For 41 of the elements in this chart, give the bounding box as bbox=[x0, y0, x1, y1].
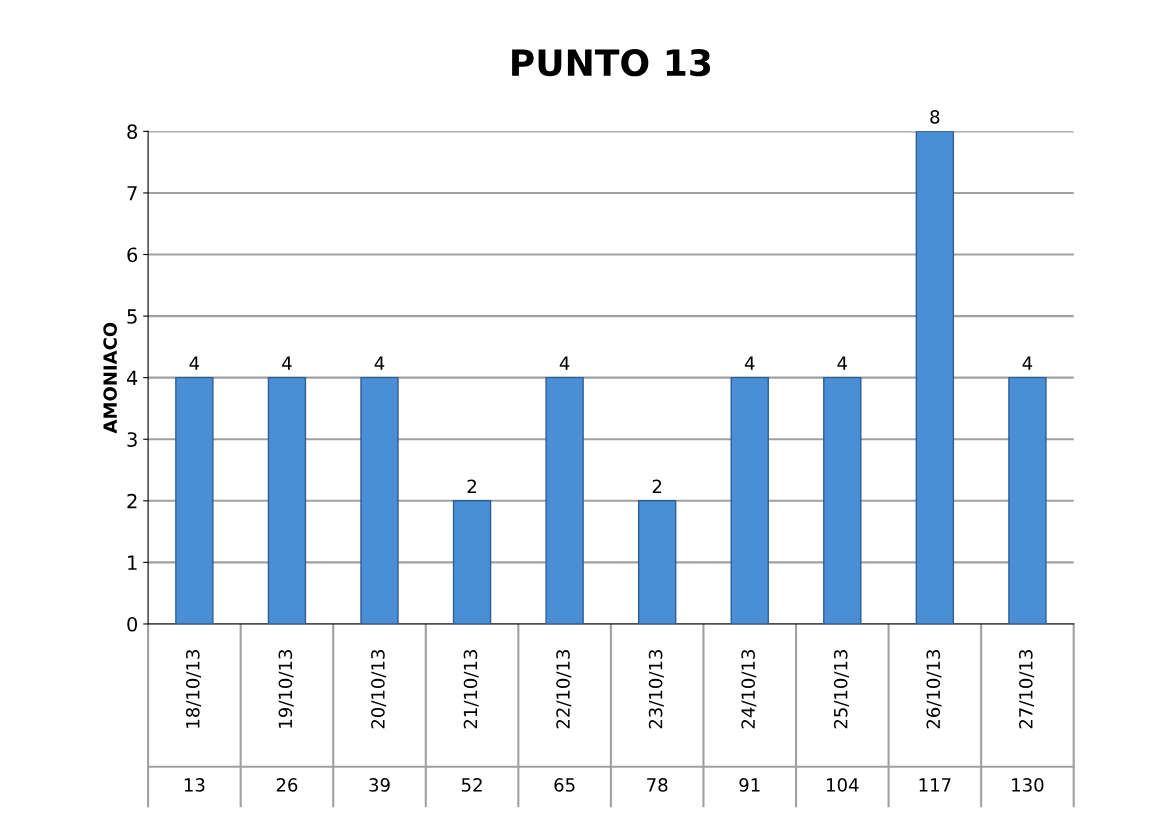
category-label: 21/10/13 52 bbox=[461, 650, 482, 792]
data-label: 4 bbox=[1022, 356, 1033, 370]
category-label: 25/10/13 104 bbox=[827, 650, 859, 792]
y-tick-label: 3 bbox=[127, 432, 137, 447]
bar bbox=[267, 376, 307, 624]
y-tick-label: 6 bbox=[127, 247, 138, 263]
bar bbox=[545, 376, 584, 624]
bar bbox=[637, 500, 677, 624]
category-label: 22/10/13 65 bbox=[554, 650, 575, 792]
bar bbox=[823, 376, 862, 624]
category-label: 27/10/13 130 bbox=[1012, 650, 1044, 792]
y-tick-label: 1 bbox=[128, 555, 137, 570]
data-label: 8 bbox=[930, 110, 940, 124]
y-tick-label: 5 bbox=[127, 309, 137, 324]
y-axis-title: AMONIACO bbox=[103, 322, 117, 434]
chart-title: PUNTO 13 bbox=[512, 49, 711, 77]
y-tick-label: 0 bbox=[127, 616, 138, 632]
category-label: 18/10/13 13 bbox=[184, 650, 205, 792]
bar bbox=[1008, 376, 1047, 624]
data-label: 2 bbox=[652, 479, 662, 493]
category-label: 26/10/13 117 bbox=[919, 650, 951, 792]
bar bbox=[730, 376, 769, 624]
data-label: 4 bbox=[837, 356, 848, 370]
y-tick-label: 8 bbox=[127, 124, 138, 140]
category-label: 24/10/13 91 bbox=[739, 650, 760, 792]
data-label: 4 bbox=[374, 356, 385, 370]
category-label: 19/10/13 26 bbox=[276, 650, 298, 792]
y-tick-label: 4 bbox=[126, 370, 138, 386]
data-label: 4 bbox=[282, 356, 292, 370]
data-label: 4 bbox=[559, 356, 570, 370]
y-tick-label: 7 bbox=[127, 186, 137, 201]
y-tick-label: 2 bbox=[127, 493, 137, 509]
data-label: 4 bbox=[744, 356, 755, 370]
category-label: 23/10/13 78 bbox=[647, 650, 668, 792]
data-label: 4 bbox=[189, 356, 200, 370]
bar bbox=[175, 376, 214, 624]
bar bbox=[452, 500, 492, 624]
data-label: 2 bbox=[467, 479, 476, 493]
category-label: 20/10/13 39 bbox=[369, 650, 390, 792]
bar bbox=[360, 376, 399, 624]
bar bbox=[915, 131, 955, 624]
